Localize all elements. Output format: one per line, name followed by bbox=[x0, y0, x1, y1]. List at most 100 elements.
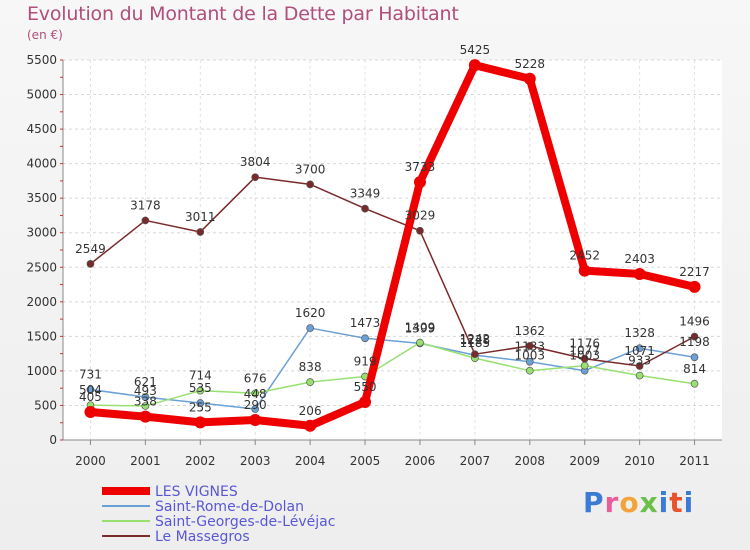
logo-letter: t bbox=[669, 486, 684, 519]
legend-label: LES VIGNES bbox=[155, 484, 238, 500]
data-point bbox=[359, 396, 372, 408]
proxiti-logo: Proxiti bbox=[583, 486, 694, 519]
data-label: 1185 bbox=[460, 336, 491, 350]
plot-area bbox=[63, 60, 722, 440]
data-point bbox=[196, 399, 205, 407]
data-point bbox=[688, 280, 701, 293]
data-label: 1176 bbox=[569, 337, 600, 351]
data-point bbox=[306, 378, 314, 386]
data-label: 2452 bbox=[569, 249, 600, 263]
legend-label: Saint-Rome-de-Dolan bbox=[155, 499, 304, 515]
chart-title: Evolution du Montant de la Dette par Hab… bbox=[27, 3, 459, 25]
data-point bbox=[196, 228, 205, 236]
data-point bbox=[413, 176, 426, 189]
data-point bbox=[251, 173, 260, 182]
y-tick-label: 4000 bbox=[26, 157, 57, 171]
data-point bbox=[635, 344, 644, 353]
series-line-saint-georges-de-l-v-jac bbox=[89, 341, 696, 407]
data-label: 676 bbox=[244, 371, 267, 385]
x-tick-label: 2005 bbox=[350, 454, 381, 468]
logo-letter: P bbox=[583, 486, 605, 519]
y-tick-label: 2500 bbox=[26, 260, 57, 274]
data-point bbox=[525, 366, 534, 375]
data-label: 1473 bbox=[350, 316, 381, 330]
data-label: 550 bbox=[354, 380, 377, 394]
data-label: 1362 bbox=[515, 324, 546, 338]
logo-letter: i bbox=[683, 486, 695, 519]
data-label: 1003 bbox=[569, 349, 600, 363]
data-point bbox=[361, 204, 369, 213]
data-label: 5228 bbox=[515, 57, 546, 71]
data-point bbox=[471, 350, 479, 359]
data-label: 3700 bbox=[295, 162, 326, 176]
data-label: 1198 bbox=[679, 335, 710, 349]
data-label: 290 bbox=[244, 398, 267, 412]
y-tick-label: 3500 bbox=[26, 191, 57, 205]
series-line-le-massegros bbox=[89, 176, 696, 367]
data-label: 1228 bbox=[460, 333, 491, 347]
y-tick-label: 2000 bbox=[26, 295, 57, 309]
data-label: 1620 bbox=[295, 306, 326, 320]
y-tick-label: 500 bbox=[34, 398, 57, 412]
data-point bbox=[416, 226, 424, 235]
data-point bbox=[580, 354, 589, 363]
data-label: 1328 bbox=[624, 326, 655, 340]
series-line-les-vignes bbox=[86, 61, 699, 430]
data-point bbox=[141, 393, 150, 401]
data-label: 1242 bbox=[460, 332, 491, 346]
data-label: 3029 bbox=[405, 209, 436, 223]
x-tick-label: 2001 bbox=[130, 454, 161, 468]
y-tick-label: 4500 bbox=[26, 122, 57, 136]
logo-letter: o bbox=[619, 486, 640, 519]
data-point bbox=[141, 402, 150, 410]
x-tick-label: 2010 bbox=[624, 454, 655, 468]
data-label: 621 bbox=[134, 375, 157, 389]
data-label: 933 bbox=[628, 354, 651, 368]
data-label: 405 bbox=[79, 390, 102, 404]
data-point bbox=[690, 353, 699, 362]
data-point bbox=[84, 406, 97, 419]
data-point bbox=[468, 59, 481, 72]
data-point bbox=[690, 379, 699, 388]
data-point bbox=[194, 416, 207, 429]
data-label: 2217 bbox=[679, 265, 710, 279]
data-label: 2549 bbox=[75, 242, 106, 256]
data-label: 535 bbox=[189, 381, 212, 395]
logo-letter: r bbox=[604, 486, 620, 519]
legend-label: Saint-Georges-de-Lévéjac bbox=[155, 514, 335, 530]
data-point bbox=[416, 338, 424, 347]
data-label: 206 bbox=[299, 404, 322, 418]
x-tick-label: 2002 bbox=[185, 454, 216, 468]
x-tick-label: 2003 bbox=[240, 454, 271, 468]
data-label: 448 bbox=[244, 387, 267, 401]
data-point bbox=[633, 267, 646, 280]
data-label: 2403 bbox=[624, 252, 655, 266]
x-tick-label: 2006 bbox=[405, 454, 436, 468]
data-label: 1071 bbox=[624, 344, 655, 358]
data-label: 1133 bbox=[515, 340, 546, 354]
x-tick-label: 2004 bbox=[295, 454, 326, 468]
data-point bbox=[139, 410, 152, 423]
data-point bbox=[249, 413, 262, 426]
data-label: 5425 bbox=[460, 43, 491, 57]
data-point bbox=[525, 357, 534, 366]
data-label: 1409 bbox=[405, 321, 436, 335]
y-tick-label: 5000 bbox=[26, 88, 57, 102]
x-tick-label: 2011 bbox=[679, 454, 710, 468]
y-tick-label: 1500 bbox=[26, 329, 57, 343]
y-tick-label: 5500 bbox=[26, 53, 57, 67]
y-tick-label: 1000 bbox=[26, 364, 57, 378]
x-tick-label: 2000 bbox=[75, 454, 106, 468]
data-point bbox=[361, 334, 369, 343]
data-label: 3733 bbox=[405, 160, 436, 174]
data-label: 255 bbox=[189, 400, 212, 414]
data-point bbox=[306, 324, 314, 332]
data-point bbox=[525, 342, 534, 350]
data-label: 338 bbox=[134, 395, 157, 409]
data-point bbox=[306, 180, 314, 189]
data-point bbox=[690, 332, 699, 341]
y-tick-label: 3000 bbox=[26, 226, 57, 240]
data-label: 3178 bbox=[130, 198, 161, 212]
data-point bbox=[580, 361, 589, 370]
